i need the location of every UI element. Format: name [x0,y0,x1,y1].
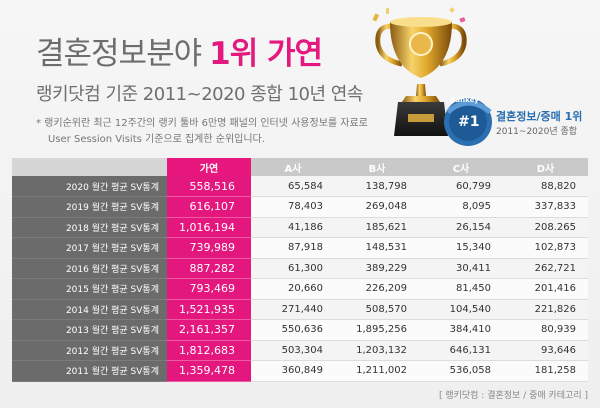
competitor-value-cell: 80,939 [503,319,588,341]
source-note: [ 랭키닷컴 : 결혼정보 / 중매 카테고리 ] [438,391,588,401]
column-header-c: C사 [419,158,503,176]
competitor-value-cell: 503,304 [251,340,335,361]
badge-number: #1 [458,114,480,130]
table-row: 2016 월간 평균 SV통계 887,282 61,300 389,229 30,41… [12,258,588,279]
table-header-row: 가연 A사 B사 C사 D사 [12,158,588,176]
competitor-value-cell: 60,799 [419,176,503,197]
competitor-value-cell: 87,918 [251,237,335,259]
competitor-value-cell: 1,203,132 [335,340,419,361]
badge-ribbon: Rankey [450,96,479,104]
competitor-value-cell: 646,131 [419,340,503,361]
competitor-value-cell: 360,849 [251,360,335,382]
table-row: 2015 월간 평균 SV통계 793,469 20,660 226,209 81,45… [12,278,588,300]
gayeon-value-cell: 739,989 [167,237,251,259]
title-highlight: 1위 가연 [209,36,323,72]
competitor-value-cell: 262,721 [503,258,588,279]
competitor-value-cell: 93,646 [503,340,588,361]
row-label: 2012 월간 평균 SV통계 [12,340,167,361]
gayeon-value-cell: 1,359,478 [167,360,251,382]
table-row: 2013 월간 평균 SV통계 2,161,357 550,636 1,895,256… [12,319,588,341]
table-row: 2014 월간 평균 SV통계 1,521,935 271,440 508,570 10… [12,299,588,320]
competitor-value-cell: 389,229 [335,258,419,279]
row-label: 2014 월간 평균 SV통계 [12,299,167,320]
row-label: 2011 월간 평균 SV통계 [12,360,167,382]
competitor-value-cell: 26,154 [419,217,503,238]
competitor-value-cell: 185,621 [335,217,419,238]
competitor-value-cell: 20,660 [251,278,335,300]
column-header-a: A사 [251,158,335,176]
competitor-value-cell: 550,636 [251,319,335,341]
note-line-1: * 랭키순위란 최근 12주간의 랭키 툴바 6만명 패널의 인터넷 사용정보를… [36,118,368,129]
subtitle: 랭키닷컴 기준 2011~2020 종합 10년 연속 [36,84,363,105]
competitor-value-cell: 384,410 [419,319,503,341]
note-line-2: User Session Visits 기준으로 집계한 순위입니다. [48,134,265,145]
badge-sub-text: 2011~2020년 종합 [496,127,578,137]
competitor-value-cell: 30,411 [419,258,503,279]
column-header-d: D사 [503,158,588,176]
competitor-value-cell: 88,820 [503,176,588,197]
badge-main-text: 결혼정보/중매 1위 [496,110,583,123]
competitor-value-cell: 102,873 [503,237,588,259]
gayeon-value-cell: 1,812,683 [167,340,251,361]
gayeon-value-cell: 887,282 [167,258,251,279]
table-row: 2020 월간 평균 SV통계 558,516 65,584 138,798 60,79… [12,176,588,197]
row-label: 2018 월간 평균 SV통계 [12,217,167,238]
table-row: 2018 월간 평균 SV통계 1,016,194 41,186 185,621 26,… [12,217,588,238]
gayeon-value-cell: 1,016,194 [167,217,251,238]
competitor-value-cell: 269,048 [335,196,419,218]
competitor-value-cell: 148,531 [335,237,419,259]
title-text: 결혼정보분야 [36,36,202,72]
page-title: 결혼정보분야 1위 가연 [36,28,323,73]
row-label: 2016 월간 평균 SV통계 [12,258,167,279]
table-row: 2011 월간 평균 SV통계 1,359,478 360,849 1,211,002… [12,360,588,382]
competitor-value-cell: 221,826 [503,299,588,320]
header-corner [12,158,167,176]
competitor-value-cell: 508,570 [335,299,419,320]
competitor-value-cell: 201,416 [503,278,588,300]
competitor-value-cell: 208.265 [503,217,588,238]
table-row: 2017 월간 평균 SV통계 739,989 87,918 148,531 15,34… [12,237,588,259]
column-header-b: B사 [335,158,419,176]
row-label: 2019 월간 평균 SV통계 [12,196,167,218]
competitor-value-cell: 271,440 [251,299,335,320]
competitor-value-cell: 138,798 [335,176,419,197]
competitor-value-cell: 536,058 [419,360,503,382]
competitor-value-cell: 1,895,256 [335,319,419,341]
gayeon-value-cell: 616,107 [167,196,251,218]
competitor-value-cell: 81,450 [419,278,503,300]
row-label: 2015 월간 평균 SV통계 [12,278,167,300]
competitor-value-cell: 337,833 [503,196,588,218]
column-header-gayeon: 가연 [167,158,251,176]
sv-stats-table: 가연 A사 B사 C사 D사 2020 월간 평균 SV통계 558,516 65,… [12,158,588,382]
table-row: 2012 월간 평균 SV통계 1,812,683 503,304 1,203,132… [12,340,588,361]
competitor-value-cell: 226,209 [335,278,419,300]
table-row: 2019 월간 평균 SV통계 616,107 78,403 269,048 8,095… [12,196,588,218]
gayeon-value-cell: 1,521,935 [167,299,251,320]
competitor-value-cell: 78,403 [251,196,335,218]
row-label: 2013 월간 평균 SV통계 [12,319,167,341]
competitor-value-cell: 41,186 [251,217,335,238]
competitor-value-cell: 181,258 [503,360,588,382]
row-label: 2017 월간 평균 SV통계 [12,237,167,259]
competitor-value-cell: 1,211,002 [335,360,419,382]
competitor-value-cell: 61,300 [251,258,335,279]
row-label: 2020 월간 평균 SV통계 [12,176,167,197]
competitor-value-cell: 65,584 [251,176,335,197]
competitor-value-cell: 104,540 [419,299,503,320]
competitor-value-cell: 8,095 [419,196,503,218]
gayeon-value-cell: 2,161,357 [167,319,251,341]
trophy-icon [372,7,467,136]
rankey-badge-icon [444,98,492,146]
competitor-value-cell: 15,340 [419,237,503,259]
gayeon-value-cell: 558,516 [167,176,251,197]
gayeon-value-cell: 793,469 [167,278,251,300]
